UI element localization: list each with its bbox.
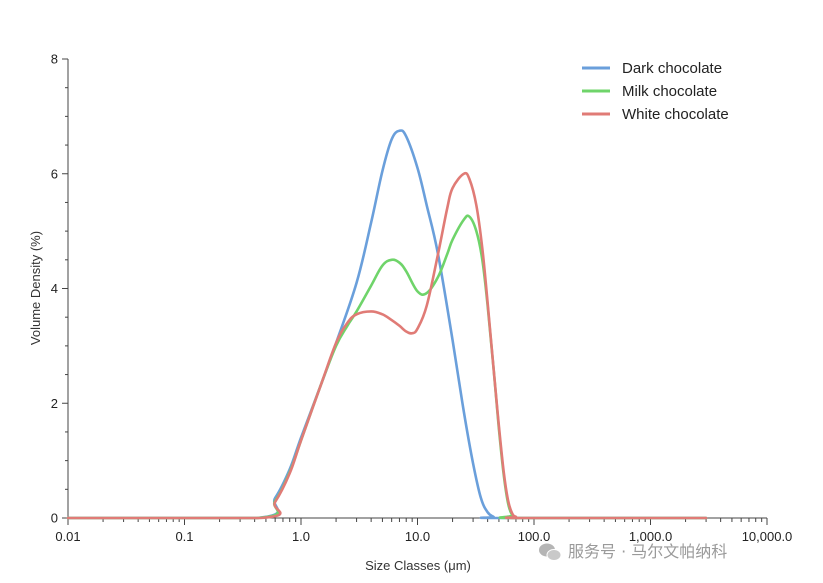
legend-item-milk-chocolate: Milk chocolate [582, 83, 717, 100]
watermark: 服务号 · 马尔文帕纳科 [539, 542, 727, 561]
wechat-icon [539, 543, 562, 561]
axes: 0.01 0.1 1.0 10.0 100.0 1,000.0 10,000.0 0 2 4 6 8 [51, 52, 793, 545]
x-axis-title: Size Classes (μm) [365, 558, 471, 573]
series-layer [66, 129, 708, 520]
x-tick-label: 0.01 [55, 529, 80, 544]
x-tick-label: 1.0 [292, 529, 310, 544]
x-tick-label: 0.1 [175, 529, 193, 544]
watermark-text: 服务号 · 马尔文帕纳科 [568, 542, 727, 561]
legend-item-dark-chocolate: Dark chocolate [582, 60, 722, 77]
x-tick-label: 10.0 [405, 529, 430, 544]
y-tick-label: 0 [51, 511, 58, 526]
y-tick-label: 4 [51, 281, 58, 296]
y-tick-label: 2 [51, 396, 58, 411]
y-tick-label: 8 [51, 52, 58, 67]
y-tick-label: 6 [51, 166, 58, 181]
series-line-white-chocolate [66, 171, 708, 520]
series-line-milk-chocolate [66, 214, 708, 520]
series-line-dark-chocolate [66, 129, 708, 520]
legend-label: White chocolate [622, 106, 729, 123]
y-axis-title: Volume Density (%) [28, 231, 43, 345]
x-tick-label: 100.0 [518, 529, 551, 544]
x-tick-label: 10,000.0 [742, 529, 793, 544]
legend: Dark chocolate Milk chocolate White chocol… [582, 60, 729, 123]
legend-label: Dark chocolate [622, 60, 722, 77]
legend-item-white-chocolate: White chocolate [582, 106, 729, 123]
x-tick-label: 1,000.0 [629, 529, 672, 544]
legend-label: Milk chocolate [622, 83, 717, 100]
